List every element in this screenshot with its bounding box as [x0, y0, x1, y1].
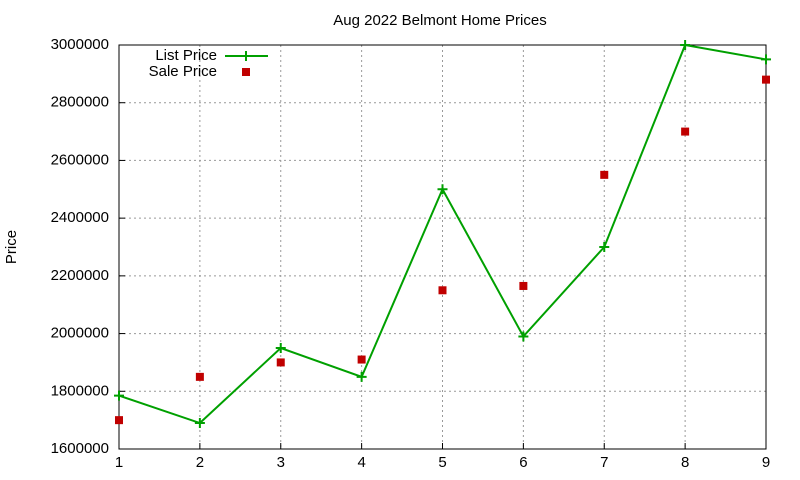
y-tick-label: 2200000 [51, 267, 109, 284]
point-plus [599, 242, 610, 252]
y-tick-label: 2000000 [51, 325, 109, 342]
point-square [276, 358, 285, 367]
plot-border [118, 44, 767, 450]
x-tick-label: 2 [196, 454, 204, 471]
x-tick-label: 1 [115, 454, 123, 471]
point-square [242, 68, 250, 76]
x-tick-label: 9 [762, 454, 770, 471]
y-tick-label: 3000000 [51, 36, 109, 53]
point-plus [194, 418, 205, 429]
point-plus [241, 51, 251, 61]
legend-label: List Price [155, 47, 217, 64]
point-plus [518, 331, 529, 342]
point-square [600, 170, 609, 179]
x-tick-label: 3 [277, 454, 285, 471]
point-square [681, 127, 690, 136]
point-square [357, 355, 366, 364]
point-square [438, 286, 447, 295]
point-plus [114, 390, 124, 401]
point-plus [680, 40, 691, 50]
point-square [115, 416, 123, 425]
y-tick-label: 1800000 [51, 382, 109, 399]
y-tick-label: 2800000 [51, 94, 109, 111]
x-tick-label: 6 [519, 454, 527, 471]
x-tick-label: 7 [600, 454, 608, 471]
y-tick-label: 1600000 [51, 440, 109, 457]
y-tick-label: 2600000 [51, 151, 109, 168]
point-square [195, 372, 204, 381]
legend-label: Sale Price [149, 63, 217, 80]
point-plus [356, 371, 367, 382]
x-tick-label: 8 [681, 454, 689, 471]
chart-title: Aug 2022 Belmont Home Prices [333, 12, 546, 29]
y-axis-label: Price [3, 230, 20, 264]
point-square [519, 281, 528, 290]
point-plus [275, 343, 286, 353]
y-tick-label: 2400000 [51, 209, 109, 226]
x-tick-label: 5 [438, 454, 446, 471]
point-plus [761, 54, 771, 65]
point-square [762, 75, 770, 84]
x-tick-label: 4 [357, 454, 365, 471]
point-plus [437, 184, 448, 195]
